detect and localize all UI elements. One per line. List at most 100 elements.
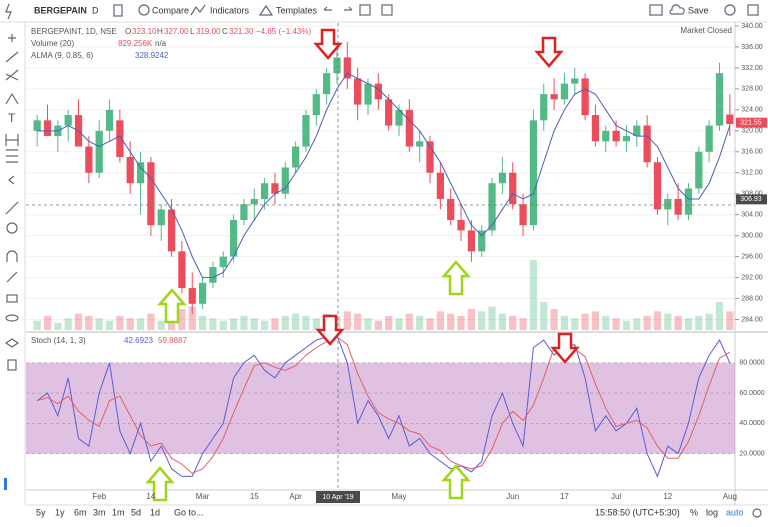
axis-settings[interactable] [752, 508, 762, 518]
lock-tool[interactable] [6, 294, 18, 303]
alma-value: 328.9242 [135, 51, 169, 60]
auto-toggle[interactable]: auto [726, 507, 744, 517]
save-icon[interactable] [669, 4, 685, 15]
candle-body [571, 78, 579, 84]
candle-body [612, 130, 620, 142]
candle-body [188, 288, 196, 304]
up-arrow [441, 464, 471, 500]
volume-bar [271, 318, 279, 330]
main-legend: BERGEPAINT, 1D, NSE O 323.10 H 327.00 L … [31, 26, 732, 345]
candle-body [715, 73, 724, 126]
zoom-tool[interactable] [6, 222, 18, 234]
candle-body [105, 109, 114, 131]
candle-body [260, 183, 269, 199]
scroll-handle[interactable] [4, 478, 7, 490]
fullscreen-icon[interactable] [649, 4, 663, 16]
screenshot-icon[interactable] [359, 4, 371, 16]
range-button[interactable]: 1d [150, 507, 160, 517]
volume-bar [550, 309, 558, 330]
down-arrow [550, 332, 580, 364]
y-tick-label: 284.00 [741, 316, 763, 323]
alert-icon[interactable] [381, 4, 393, 16]
candle-body [126, 157, 134, 184]
candle-body [436, 172, 444, 199]
up-arrow [157, 288, 187, 324]
volume-bar [612, 318, 620, 330]
y-tick-label: 320.00 [741, 128, 763, 135]
indicators-icon[interactable] [190, 4, 206, 16]
candle-body [229, 219, 238, 257]
pattern-tool[interactable] [5, 134, 19, 146]
y-tick-label: 292.00 [741, 274, 763, 281]
legend-title: BERGEPAINT, 1D, NSE [31, 27, 117, 36]
chart-type-icon[interactable] [113, 4, 123, 17]
candle-body [560, 83, 569, 100]
range-button[interactable]: 1m [112, 507, 125, 517]
x-tick-label: Apr [289, 492, 302, 501]
candle-body [416, 141, 424, 147]
range-button[interactable]: 1y [55, 507, 65, 517]
volume-bar [260, 320, 269, 330]
templates[interactable]: Templates [276, 5, 318, 15]
templates-icon[interactable] [258, 4, 274, 16]
collapse-tool[interactable] [8, 175, 15, 185]
volume-bar [178, 309, 186, 330]
candle-body [426, 141, 434, 173]
plot-layer: 284.00 288.00 292.00 296.00 300.00 304.00 308.… [26, 23, 765, 478]
candle-body [364, 83, 372, 105]
legend-h-label: H [157, 27, 163, 36]
range-button[interactable]: 3m [93, 507, 106, 517]
percent-toggle[interactable]: % [690, 507, 698, 517]
symbol[interactable]: BERGEPAIN [34, 5, 87, 15]
visibility-tool[interactable] [5, 314, 19, 322]
magnet-tool[interactable] [6, 250, 18, 262]
log-toggle[interactable]: log [706, 507, 718, 517]
y-tick-label: 328.00 [741, 86, 763, 93]
volume-bar [571, 318, 579, 330]
brush-tool[interactable] [5, 92, 19, 105]
compare[interactable]: Compare [152, 5, 189, 15]
candle-body [643, 125, 651, 163]
range-button[interactable]: 6m [74, 507, 87, 517]
y-tick-label: 296.00 [741, 253, 763, 260]
volume-bar [198, 316, 207, 330]
redo-icon[interactable] [344, 6, 353, 11]
compare-icon[interactable] [138, 4, 150, 16]
pitchfork-tool[interactable] [5, 69, 19, 81]
volume-bar [54, 323, 62, 330]
candle-body [684, 188, 693, 215]
legend-change: −4.65 (−1.43%) [256, 27, 311, 36]
save[interactable]: Save [688, 5, 709, 15]
text-tool[interactable]: T [8, 111, 16, 125]
crosshair-tool[interactable] [8, 34, 16, 42]
candle-body [674, 198, 682, 215]
indicators[interactable]: Indicators [210, 5, 250, 15]
candle-body [385, 99, 393, 126]
range-button[interactable]: 5d [131, 507, 141, 517]
volume-bar [478, 311, 486, 330]
interval[interactable]: D [92, 5, 99, 15]
volume-bar [219, 320, 227, 330]
layout-icon[interactable] [747, 4, 759, 16]
lock-drawing-tool[interactable] [6, 271, 18, 283]
trash-tool[interactable] [7, 359, 17, 371]
down-arrow [315, 314, 345, 346]
up-arrow [145, 466, 175, 502]
measure-tool[interactable] [5, 201, 19, 215]
settings-icon[interactable] [724, 4, 736, 16]
candle-body [95, 130, 103, 173]
undo-icon[interactable] [323, 6, 332, 11]
prediction-tool[interactable] [6, 149, 18, 163]
layers-tool[interactable] [4, 338, 20, 348]
stoch-d: 59.8887 [158, 336, 187, 345]
candle-body [116, 120, 124, 158]
volume-bar [664, 313, 672, 330]
x-tick-label: Mar [196, 492, 210, 501]
volume-bar [126, 318, 134, 330]
trendline-tool[interactable] [5, 51, 19, 63]
range-button[interactable]: 5y [36, 507, 46, 517]
price-tag-label: 321.55 [740, 120, 762, 127]
y-tick-label: 300.00 [741, 232, 763, 239]
volume-bar [312, 318, 320, 330]
goto-button[interactable]: Go to... [174, 507, 204, 517]
